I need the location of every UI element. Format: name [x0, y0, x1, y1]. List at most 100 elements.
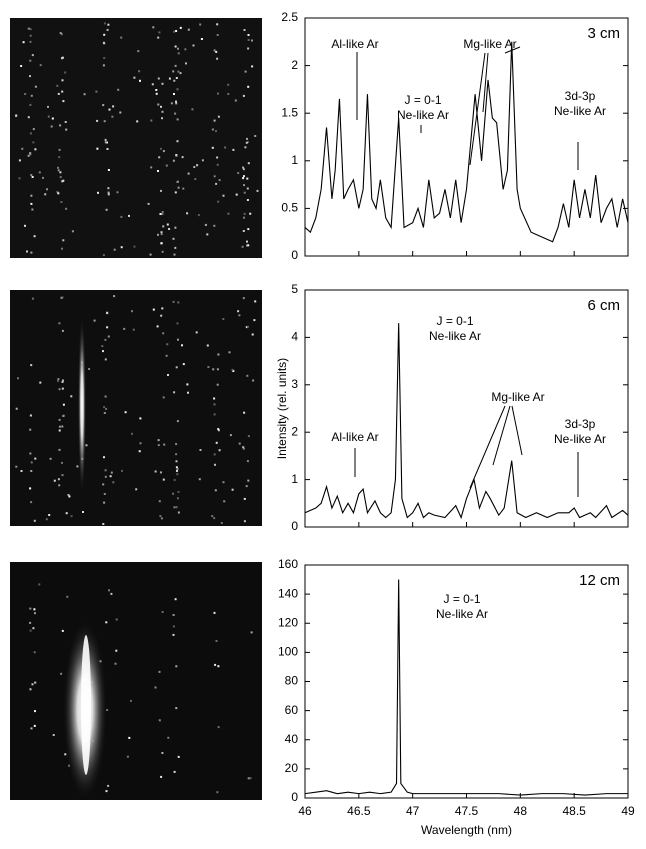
- speckle: [29, 428, 32, 431]
- speckle: [24, 93, 27, 95]
- y-tick-label: 2: [291, 424, 298, 438]
- speckle: [238, 442, 241, 445]
- speckle: [204, 223, 207, 226]
- speckle: [17, 377, 19, 380]
- speckle: [246, 240, 248, 243]
- speckle: [29, 487, 32, 490]
- speckle: [160, 147, 162, 150]
- speckle: [213, 453, 216, 456]
- speckle: [199, 449, 202, 451]
- speckle: [30, 364, 33, 367]
- speckle: [173, 79, 176, 82]
- speckle: [114, 662, 117, 665]
- x-tick-label: 48.5: [562, 804, 586, 818]
- speckle: [107, 187, 110, 190]
- y-tick-label: 4: [291, 330, 298, 344]
- x-tick-label: 49: [621, 804, 635, 818]
- speckle: [217, 353, 220, 356]
- speckle: [58, 429, 61, 432]
- speckle: [115, 649, 118, 652]
- speckle: [223, 500, 226, 503]
- speckle: [24, 224, 26, 227]
- y-tick-label: 0: [291, 790, 298, 804]
- speckle: [29, 629, 32, 632]
- speckle: [231, 488, 234, 491]
- speckle: [227, 212, 230, 215]
- speckle: [133, 245, 136, 248]
- speckle: [243, 212, 246, 215]
- speckle: [106, 326, 109, 329]
- speckle: [70, 395, 73, 398]
- speckle: [175, 77, 178, 79]
- speckle: [95, 90, 98, 93]
- speckle: [211, 146, 214, 149]
- speckle: [130, 699, 132, 702]
- speckle: [65, 207, 68, 210]
- speckle: [22, 41, 25, 44]
- speckle: [33, 724, 36, 727]
- speckle: [175, 665, 178, 668]
- speckle: [61, 296, 64, 299]
- speckle: [173, 770, 176, 773]
- speckle: [168, 228, 171, 230]
- speckle: [247, 479, 250, 482]
- speckle: [161, 110, 164, 113]
- speckle: [176, 473, 179, 476]
- speckle: [175, 366, 178, 369]
- speckle: [44, 193, 47, 196]
- speckle: [161, 250, 164, 253]
- speckle: [172, 237, 175, 240]
- speckle: [175, 506, 178, 509]
- speckle: [103, 57, 106, 60]
- speckle: [251, 39, 253, 42]
- speckle: [242, 168, 245, 171]
- speckle: [71, 230, 74, 233]
- speckle: [243, 175, 245, 178]
- speckle: [29, 40, 32, 43]
- speckle: [174, 246, 177, 249]
- speckle: [65, 512, 68, 515]
- speckle: [176, 420, 179, 423]
- speckle: [30, 251, 33, 254]
- speckle: [173, 253, 176, 256]
- speckle: [113, 295, 116, 298]
- speckle: [152, 26, 155, 29]
- speckle: [161, 307, 164, 310]
- speckle: [179, 72, 182, 75]
- speckle: [57, 478, 60, 481]
- speckle: [29, 153, 32, 156]
- speckle: [62, 415, 65, 417]
- speckle: [106, 312, 109, 315]
- speckle: [58, 148, 61, 151]
- speckle: [106, 709, 109, 711]
- speckle: [58, 425, 61, 428]
- speckle: [247, 777, 250, 780]
- speckle: [161, 752, 164, 754]
- speckle: [56, 84, 59, 87]
- speckle: [107, 169, 110, 171]
- annotation-pointer: [492, 405, 511, 466]
- y-tick-label: 0: [291, 248, 298, 262]
- speckle: [39, 381, 42, 384]
- speckle: [160, 242, 163, 245]
- speckle: [62, 239, 65, 242]
- speckle: [242, 297, 245, 300]
- speckle: [217, 200, 220, 203]
- y-tick-label: 120: [278, 615, 298, 629]
- speckle: [103, 120, 106, 123]
- speckle: [61, 247, 63, 250]
- speckle: [70, 515, 73, 518]
- speckle: [184, 48, 187, 51]
- image-12cm: [10, 562, 262, 800]
- annotation: Ne-like Ar: [436, 607, 488, 621]
- speckle: [173, 391, 176, 394]
- speckle: [179, 26, 182, 29]
- speckle: [165, 354, 168, 357]
- speckle: [105, 407, 108, 410]
- speckle: [162, 150, 165, 153]
- speckle: [137, 50, 140, 53]
- speckle: [217, 115, 220, 118]
- speckle: [157, 77, 160, 80]
- speckle: [30, 461, 33, 464]
- speckle: [31, 176, 34, 178]
